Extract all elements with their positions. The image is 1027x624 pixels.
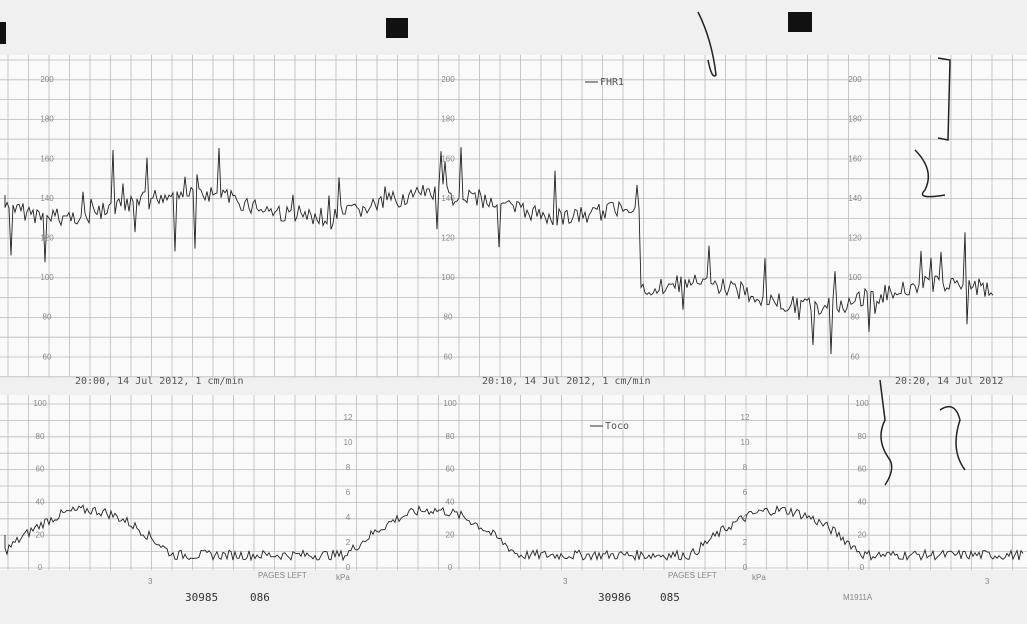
toco-scale-label: 60 (858, 465, 867, 474)
pages-left: PAGES LEFT (258, 571, 307, 580)
timestamp: 20:20, 14 Jul 2012 (895, 376, 1003, 387)
fhr-scale-label: 100 (441, 273, 455, 282)
marker (0, 22, 6, 44)
toco-scale-label: 20 (446, 530, 455, 539)
toco-scale-label: 0 (860, 563, 865, 572)
fhr-legend: FHR1 (600, 77, 624, 88)
pages-left: PAGES LEFT (668, 571, 717, 580)
timestamp: 20:00, 14 Jul 2012, 1 cm/min (75, 376, 244, 387)
kpa-scale-label: 12 (741, 413, 750, 422)
toco-panel (0, 395, 1027, 570)
kpa-scale-label: 4 (743, 513, 748, 522)
fhr-trace (4, 147, 994, 355)
kpa-scale-label: 0 (743, 563, 748, 572)
fhr-scale-label: 60 (444, 352, 453, 361)
marker (788, 12, 812, 32)
toco-scale-label: 60 (36, 465, 45, 474)
toco-scale-label: 100 (443, 399, 457, 408)
timestamp: 20:10, 14 Jul 2012, 1 cm/min (482, 376, 651, 387)
toco-scale-label: 0 (38, 563, 43, 572)
serial: 30985 (185, 591, 218, 604)
fhr-panel (0, 55, 1027, 377)
toco-scale-label: 80 (36, 432, 45, 441)
fhr-scale-label: 200 (848, 75, 862, 84)
handwriting (879, 379, 966, 486)
kpa-scale-label: 10 (741, 438, 750, 447)
toco-scale-label: 100 (855, 399, 869, 408)
toco-scale-label: 0 (448, 563, 453, 572)
kpa-scale-label: 10 (344, 438, 353, 447)
fhr-scale-label: 160 (441, 154, 455, 163)
kpa-scale-label: 8 (346, 463, 351, 472)
fhr-scale-label: 120 (848, 234, 862, 243)
handwriting (697, 11, 717, 77)
fhr-scale-label: 80 (444, 313, 453, 322)
grid (0, 55, 1027, 570)
kpa-unit: kPa (336, 573, 350, 582)
kpa-scale-label: 6 (743, 488, 748, 497)
toco-scale-label: 60 (446, 465, 455, 474)
kpa-unit: kPa (752, 573, 766, 582)
toco-scale-label: 80 (858, 432, 867, 441)
fhr-scale-label: 180 (441, 115, 455, 124)
page-mark: 3 (563, 577, 568, 586)
serial: 30986 (598, 591, 631, 604)
kpa-scale-label: 8 (743, 463, 748, 472)
toco-trace (4, 504, 1024, 562)
kpa-scale-label: 6 (346, 488, 351, 497)
toco-scale-label: 40 (446, 498, 455, 507)
page-number: 086 (250, 591, 270, 604)
model: M1911A (843, 593, 873, 602)
fhr-scale-label: 100 (40, 273, 54, 282)
page-mark: 3 (985, 577, 990, 586)
toco-scale-label: 20 (858, 530, 867, 539)
fhr-scale-label: 100 (848, 273, 862, 282)
fhr-scale-label: 80 (851, 313, 860, 322)
fhr-scale-label: 120 (40, 234, 54, 243)
marker (386, 18, 408, 38)
fhr-scale-label: 180 (848, 115, 862, 124)
fhr-scale-label: 60 (851, 352, 860, 361)
fhr-scale-label: 60 (43, 352, 52, 361)
fhr-scale-label: 160 (40, 154, 54, 163)
toco-scale-label: 20 (36, 530, 45, 539)
kpa-scale-label: 12 (344, 413, 353, 422)
kpa-scale-label: 0 (346, 563, 351, 572)
fhr-scale-label: 80 (43, 313, 52, 322)
toco-scale-label: 40 (36, 498, 45, 507)
toco-scale-label: 40 (858, 498, 867, 507)
toco-scale-label: 100 (33, 399, 47, 408)
fhr-scale-label: 140 (40, 194, 54, 203)
page-mark: 3 (148, 577, 153, 586)
toco-legend: Toco (605, 421, 629, 432)
fhr-scale-label: 160 (848, 154, 862, 163)
fhr-scale-label: 140 (441, 194, 455, 203)
labels: 2001801601401201008060200180160140120100… (33, 75, 1003, 604)
page-number: 085 (660, 591, 680, 604)
fhr-scale-label: 120 (441, 234, 455, 243)
fhr-scale-label: 140 (848, 194, 862, 203)
traces (4, 147, 1024, 562)
fhr-scale-label: 200 (441, 75, 455, 84)
kpa-scale-label: 2 (346, 538, 351, 547)
handwriting (914, 57, 951, 198)
toco-scale-label: 80 (446, 432, 455, 441)
kpa-scale-label: 2 (743, 538, 748, 547)
fhr-scale-label: 200 (40, 75, 54, 84)
fhr-scale-label: 180 (40, 115, 54, 124)
kpa-scale-label: 4 (346, 513, 351, 522)
